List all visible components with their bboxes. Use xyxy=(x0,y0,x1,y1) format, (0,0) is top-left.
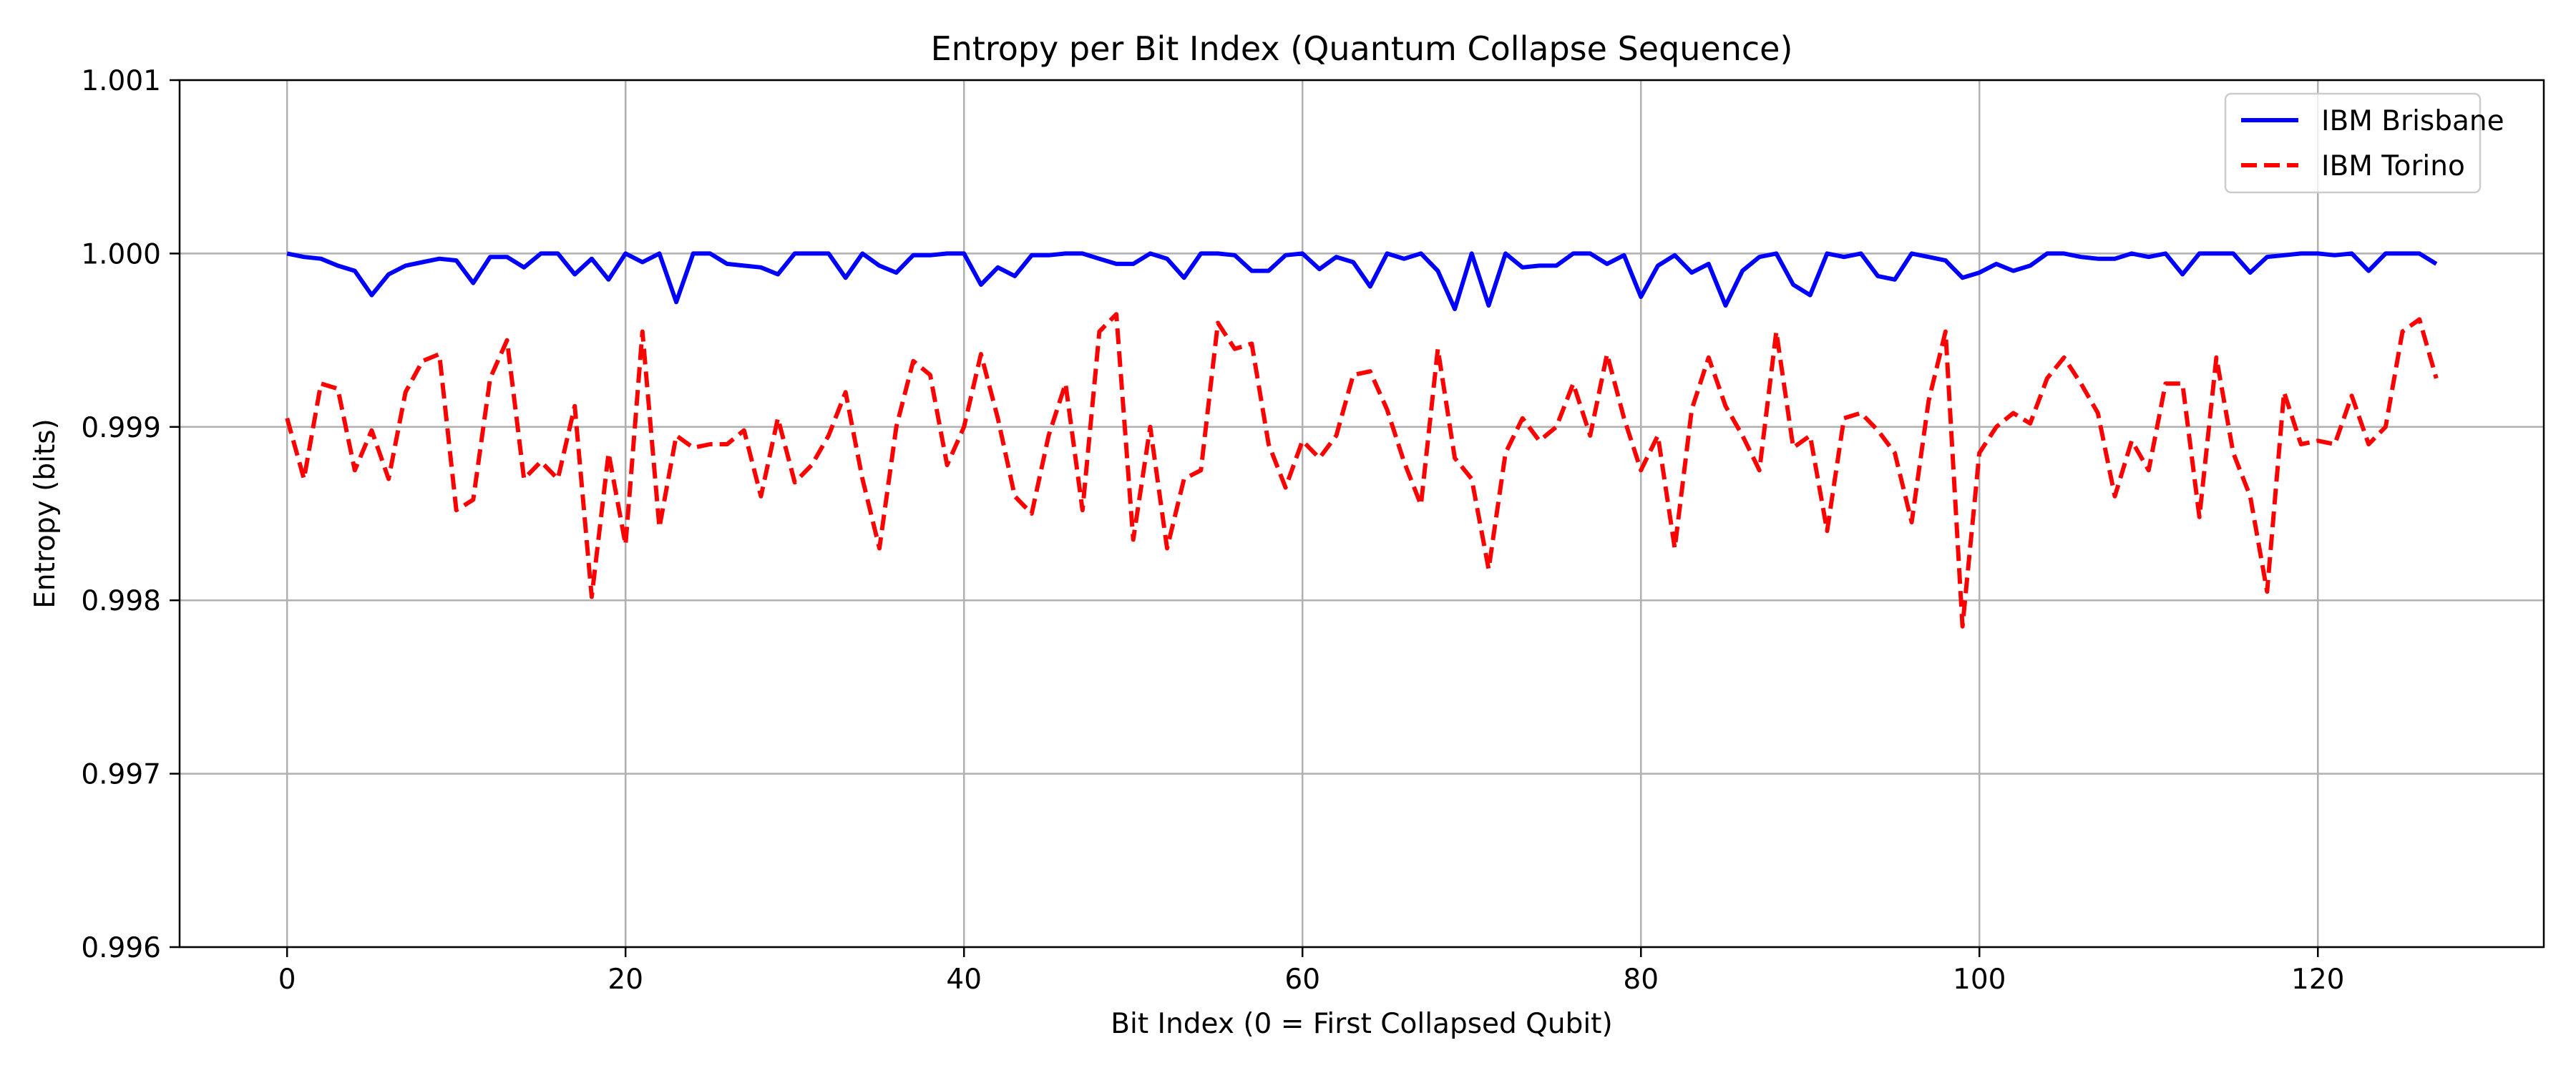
x-tick-label: 120 xyxy=(2291,964,2344,996)
x-tick-label: 100 xyxy=(1953,964,2006,996)
y-tick-label: 1.001 xyxy=(81,65,161,97)
x-tick-label: 0 xyxy=(278,964,296,996)
x-tick-label: 60 xyxy=(1284,964,1320,996)
chart-title: Entropy per Bit Index (Quantum Collapse … xyxy=(931,29,1793,68)
y-tick-label: 0.996 xyxy=(81,932,161,964)
x-tick-label: 40 xyxy=(946,964,982,996)
series-lines xyxy=(285,251,2439,629)
axis-ticks: 0 20 40 60 80 100 120 0.996 0.997 0.998 0.999 1.000… xyxy=(81,65,2344,996)
y-tick-label: 1.000 xyxy=(81,238,161,270)
series-line-ibm-brisbane xyxy=(286,251,2438,311)
y-tick-label: 0.999 xyxy=(81,412,161,444)
legend-label-ibm-brisbane: IBM Brisbane xyxy=(2321,105,2504,137)
grid-lines xyxy=(180,79,2544,949)
y-tick-label: 0.997 xyxy=(81,759,161,791)
x-axis-label: Bit Index (0 = First Collapsed Qubit) xyxy=(1111,1008,1612,1040)
legend: IBM Brisbane IBM Torino xyxy=(2224,92,2504,194)
y-tick-label: 0.998 xyxy=(81,585,161,617)
x-tick-label: 80 xyxy=(1623,964,1659,996)
y-axis-label: Entropy (bits) xyxy=(29,418,62,609)
series-line-ibm-torino xyxy=(285,312,2439,629)
plot-frame xyxy=(178,79,2545,949)
legend-label-ibm-torino: IBM Torino xyxy=(2321,150,2465,182)
x-tick-label: 20 xyxy=(608,964,643,996)
